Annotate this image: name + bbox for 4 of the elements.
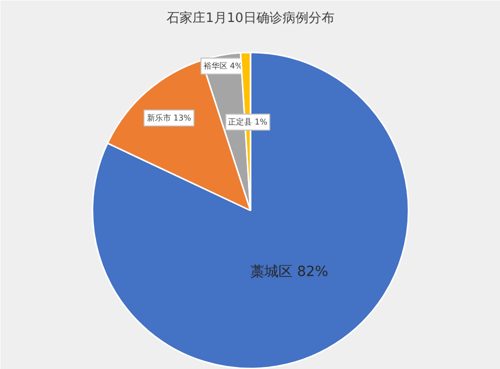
slice-label: 正定县 1% bbox=[228, 118, 268, 127]
slice-label: 藁城区 82% bbox=[250, 264, 328, 280]
chart-title: 石家庄1月10日确诊病例分布 bbox=[166, 10, 334, 26]
slice-label: 新乐市 13% bbox=[146, 114, 192, 123]
